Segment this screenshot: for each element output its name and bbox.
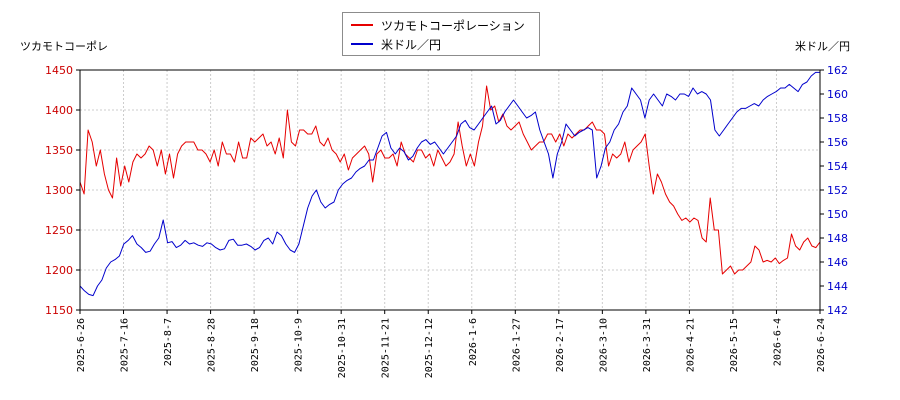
- x-tick-label: 2025-10-31: [337, 318, 348, 378]
- left-tick-label: 1400: [45, 104, 73, 117]
- right-tick-label: 142: [827, 304, 848, 317]
- left-axis-ticks: 1150 1200 1250 1300 1350 1400 1450: [45, 64, 80, 317]
- legend-swatch-usdjpy: [351, 43, 373, 45]
- right-tick-label: 160: [827, 88, 848, 101]
- left-tick-label: 1200: [45, 264, 73, 277]
- right-axis-ticks: 142 144 146 148 150 152 154 156 158 160 162: [820, 64, 848, 317]
- legend: ツカモトコーポレーション 米ドル／円: [342, 12, 540, 56]
- x-tick-label: 2025-9-18: [250, 318, 261, 372]
- legend-label-stock: ツカモトコーポレーション: [381, 18, 525, 33]
- x-tick-label: 2025-6-26: [76, 318, 87, 372]
- x-tick-label: 2026-3-10: [598, 318, 609, 372]
- right-tick-label: 148: [827, 232, 848, 245]
- x-tick-label: 2026-3-31: [642, 318, 653, 372]
- series-lines: [79, 71, 821, 297]
- right-tick-label: 150: [827, 208, 848, 221]
- x-tick-label: 2025-7-16: [120, 318, 131, 372]
- x-tick-label: 2026-1-27: [511, 318, 522, 372]
- x-tick-label: 2025-8-28: [207, 318, 218, 372]
- grid: [80, 70, 820, 310]
- right-tick-label: 152: [827, 184, 848, 197]
- legend-item-usdjpy: 米ドル／円: [351, 35, 441, 53]
- x-axis-ticks: 2025-6-26 2025-7-16 2025-8-7 2025-8-28 2025-…: [76, 310, 827, 378]
- right-tick-label: 158: [827, 112, 848, 125]
- right-tick-label: 154: [827, 160, 848, 173]
- right-tick-label: 156: [827, 136, 848, 149]
- legend-swatch-stock: [351, 24, 373, 26]
- left-tick-label: 1450: [45, 64, 73, 77]
- legend-label-usdjpy: 米ドル／円: [381, 37, 442, 52]
- left-axis-title: ツカモトコーポレ: [20, 40, 108, 53]
- series-line-stock: [79, 85, 821, 275]
- right-tick-label: 144: [827, 280, 848, 293]
- x-tick-label: 2026-6-4: [772, 318, 783, 366]
- x-tick-label: 2026-1-6: [468, 318, 479, 366]
- x-tick-label: 2025-10-9: [294, 318, 305, 372]
- x-tick-label: 2026-6-24: [816, 318, 827, 372]
- x-tick-label: 2025-12-12: [424, 318, 435, 378]
- x-tick-label: 2026-5-15: [729, 318, 740, 372]
- right-tick-label: 146: [827, 256, 848, 269]
- x-tick-label: 2026-2-17: [555, 318, 566, 372]
- legend-item-stock: ツカモトコーポレーション: [351, 16, 525, 34]
- series-line-usdjpy: [79, 71, 820, 297]
- left-tick-label: 1250: [45, 224, 73, 237]
- right-axis-title: 米ドル／円: [795, 40, 850, 53]
- x-tick-label: 2025-11-21: [381, 318, 392, 378]
- x-tick-label: 2025-8-7: [163, 318, 174, 366]
- left-tick-label: 1350: [45, 144, 73, 157]
- x-tick-label: 2026-4-21: [685, 318, 696, 372]
- right-tick-label: 162: [827, 64, 848, 77]
- left-tick-label: 1300: [45, 184, 73, 197]
- left-tick-label: 1150: [45, 304, 73, 317]
